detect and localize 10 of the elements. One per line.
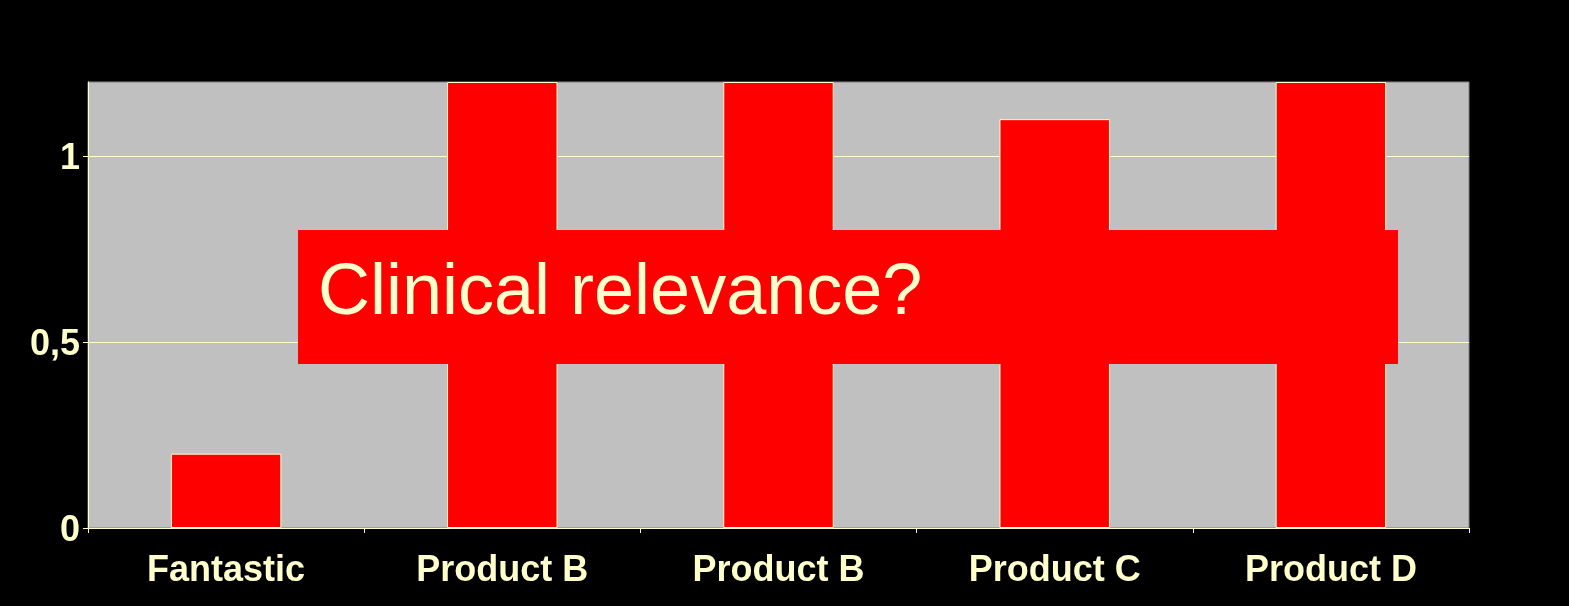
x-tick-label: Product D [1244,547,1417,589]
y-tick-label: 1 [59,135,80,177]
x-tick-label: Fantastic [147,547,306,589]
y-tick-label: 0,5 [29,321,80,363]
annotation: Clinical relevance? [317,248,924,331]
bar [170,453,282,528]
x-tick-label: Product C [968,547,1141,589]
x-tick-label: Product B [416,547,589,589]
x-tick-label: Product B [692,547,865,589]
y-tick-label: 0 [59,507,80,549]
